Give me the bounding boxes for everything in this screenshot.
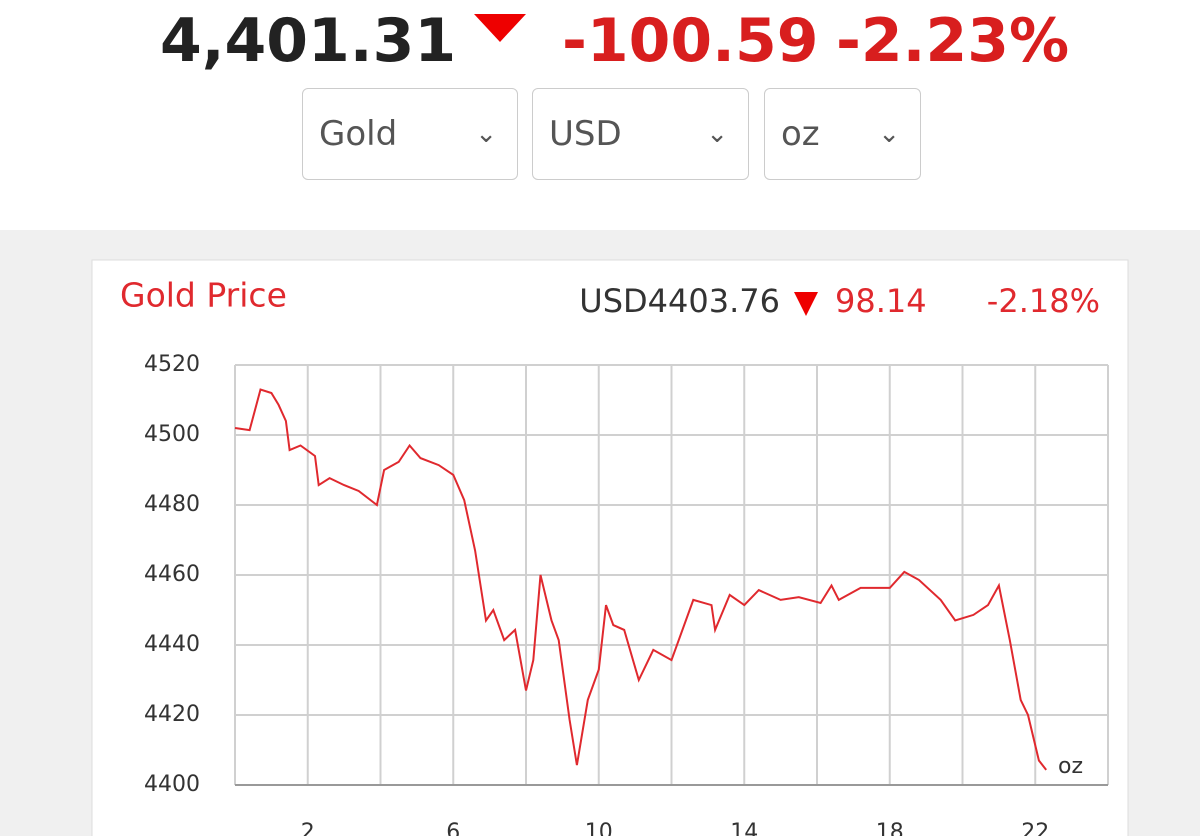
- x-tick-label: 18: [876, 820, 904, 836]
- x-tick-label: 14: [730, 820, 758, 836]
- chart-panel: [91, 259, 1129, 836]
- quote-percent: -2.18%: [987, 282, 1100, 320]
- select-text: Gold: [319, 114, 398, 154]
- y-tick-label: 4440: [144, 632, 200, 657]
- header: 4,401.31 -100.59 -2.23% Gold ⌄ USD ⌄ oz ⌄: [0, 0, 1200, 230]
- y-tick-label: 4460: [144, 562, 200, 587]
- metal-select[interactable]: Gold ⌄: [302, 88, 518, 180]
- x-tick-label: 6: [446, 820, 460, 836]
- y-tick-label: 4400: [144, 772, 200, 797]
- chart-title: Gold Price: [120, 276, 287, 315]
- x-tick-label: 2: [301, 820, 315, 836]
- select-text: oz: [781, 114, 820, 154]
- quote-down-icon: [794, 292, 818, 316]
- change: -100.59: [562, 6, 819, 76]
- unit-label: oz: [1058, 754, 1083, 779]
- y-tick-label: 4520: [144, 352, 200, 377]
- percent: -2.23%: [836, 6, 1070, 76]
- y-tick-label: 4500: [144, 422, 200, 447]
- select-text: USD: [549, 114, 622, 154]
- unit-select[interactable]: oz ⌄: [764, 88, 921, 180]
- price-line: [234, 388, 1047, 771]
- y-tick-label: 4480: [144, 492, 200, 517]
- quote: USD4403.76: [579, 282, 780, 320]
- y-tick-label: 4420: [144, 702, 200, 727]
- x-tick-label: 10: [585, 820, 613, 836]
- down-icon: [474, 14, 526, 42]
- currency-select[interactable]: USD ⌄: [532, 88, 749, 180]
- x-tick-label: 22: [1021, 820, 1049, 836]
- chart: Gold Price USD4403.76 98.14 -2.18% oz 44…: [0, 230, 1200, 836]
- price: 4,401.31: [160, 6, 457, 76]
- quote-change: 98.14: [835, 282, 927, 320]
